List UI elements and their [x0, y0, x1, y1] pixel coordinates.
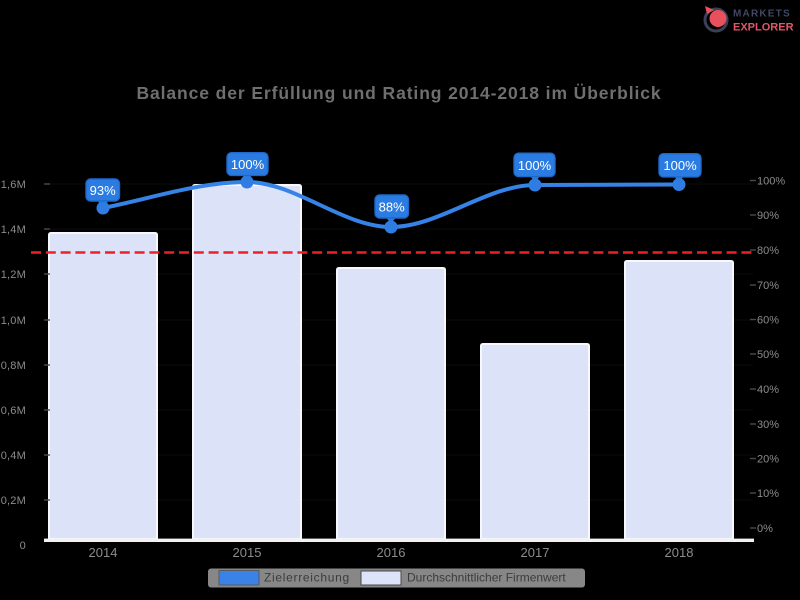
svg-text:100%: 100% — [518, 158, 552, 173]
svg-text:0,6M: 0,6M — [1, 405, 26, 417]
svg-text:0,2M: 0,2M — [1, 495, 26, 507]
svg-text:10%: 10% — [757, 488, 779, 500]
svg-text:70%: 70% — [757, 280, 779, 292]
svg-text:1,4M: 1,4M — [1, 224, 26, 236]
svg-text:2014: 2014 — [89, 545, 118, 560]
svg-text:80%: 80% — [757, 245, 779, 257]
svg-text:2015: 2015 — [233, 545, 262, 560]
svg-text:EXPLORER: EXPLORER — [733, 22, 794, 34]
svg-text:1,6M: 1,6M — [1, 179, 26, 191]
svg-text:MARKETS: MARKETS — [733, 9, 791, 20]
svg-text:Zielerreichung: Zielerreichung — [264, 571, 350, 585]
svg-text:1,2M: 1,2M — [1, 269, 26, 281]
svg-text:2017: 2017 — [521, 545, 550, 560]
svg-text:0%: 0% — [757, 523, 773, 535]
svg-text:1,0M: 1,0M — [1, 315, 26, 327]
svg-text:90%: 90% — [757, 210, 779, 222]
svg-text:30%: 30% — [757, 419, 779, 431]
svg-text:40%: 40% — [757, 384, 779, 396]
svg-text:50%: 50% — [757, 349, 779, 361]
svg-text:0,8M: 0,8M — [1, 360, 26, 372]
svg-text:Durchschnittlicher Firmenwert: Durchschnittlicher Firmenwert — [407, 571, 566, 585]
svg-text:100%: 100% — [757, 176, 785, 188]
svg-text:2016: 2016 — [377, 545, 406, 560]
svg-text:88%: 88% — [379, 199, 405, 214]
svg-text:Balance der Erfüllung und Rati: Balance der Erfüllung und Rating 2014-20… — [136, 83, 661, 103]
svg-text:60%: 60% — [757, 315, 779, 327]
svg-text:100%: 100% — [663, 158, 697, 173]
svg-text:100%: 100% — [231, 157, 265, 172]
svg-text:20%: 20% — [757, 454, 779, 466]
svg-text:0: 0 — [20, 540, 26, 552]
svg-text:2018: 2018 — [665, 545, 694, 560]
svg-text:0,4M: 0,4M — [1, 450, 26, 462]
svg-text:93%: 93% — [90, 183, 116, 198]
